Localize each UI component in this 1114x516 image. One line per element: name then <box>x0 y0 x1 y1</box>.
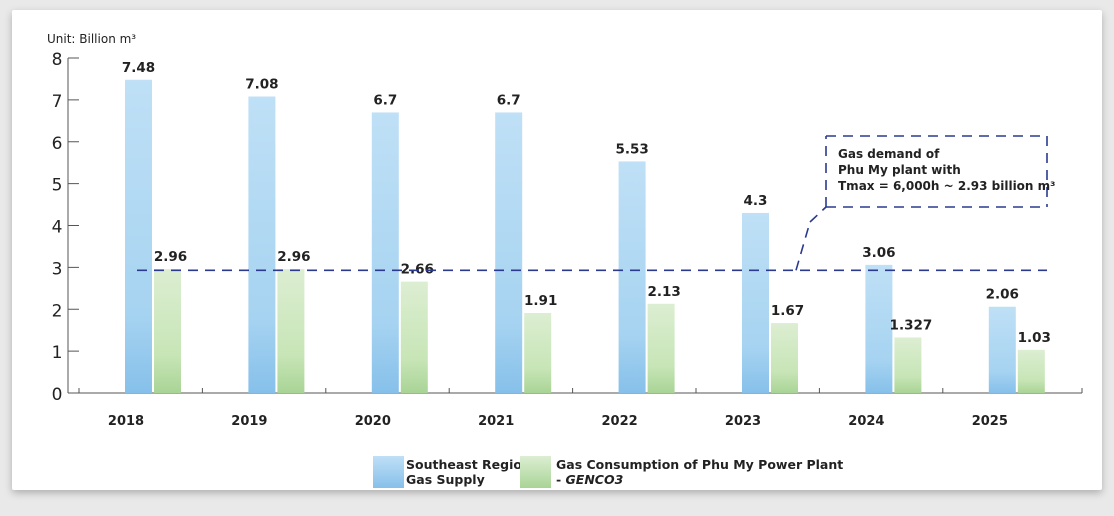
bar-consumption-2022 <box>647 303 675 393</box>
data-label-consumption-2019: 2.96 <box>277 249 310 265</box>
y-tick-label: 8 <box>52 50 63 70</box>
bar-supply-2025 <box>988 306 1016 393</box>
annotation-connector <box>809 206 827 223</box>
data-label-consumption-2021: 1.91 <box>524 293 557 309</box>
bar-consumption-2023 <box>771 323 798 393</box>
y-tick-label: 0 <box>52 385 63 405</box>
y-tick-label: 7 <box>52 92 63 112</box>
legend-label-supply: Southeast Region Gas Supply <box>406 457 531 487</box>
y-tick-label: 1 <box>52 343 63 363</box>
annotation-line: Gas demand of <box>838 147 940 161</box>
legend-consumption-genco: GENCO3 <box>565 472 624 487</box>
y-tick-label: 6 <box>52 134 63 154</box>
x-tick-label: 2025 <box>972 414 1008 429</box>
data-label-supply-2023: 4.3 <box>744 193 768 209</box>
bar-supply-2019 <box>248 96 276 394</box>
data-label-supply-2021: 6.7 <box>497 92 521 108</box>
data-label-consumption-2023: 1.67 <box>771 303 804 319</box>
legend-consumption-line1: Gas Consumption of Phu My Power Plant <box>556 457 844 472</box>
bar-supply-2023 <box>742 212 769 393</box>
x-tick-label: 2022 <box>602 414 638 429</box>
data-label-consumption-2022: 2.13 <box>647 284 680 300</box>
legend-consumption-prefix: - <box>556 472 566 487</box>
data-label-consumption-2024: 1.327 <box>890 317 933 333</box>
y-tick-label: 5 <box>52 176 63 196</box>
data-label-supply-2018: 7.48 <box>122 60 155 76</box>
unit-label: Unit: Billion m³ <box>47 32 137 46</box>
bar-supply-2022 <box>618 161 646 393</box>
x-tick-label: 2019 <box>231 414 267 429</box>
annotation-connector <box>795 221 811 271</box>
data-label-consumption-2018: 2.96 <box>154 249 187 265</box>
legend-supply-line2: Gas Supply <box>406 472 485 487</box>
y-tick-label: 4 <box>52 218 63 238</box>
data-label-supply-2020: 6.7 <box>373 92 397 108</box>
legend-consumption-line2: - GENCO3 <box>556 472 843 487</box>
bar-supply-2018 <box>125 79 152 394</box>
legend-supply-line1: Southeast Region <box>406 457 531 472</box>
chart-card <box>12 10 1102 490</box>
data-label-supply-2019: 7.08 <box>245 77 278 93</box>
legend-swatch-consumption <box>520 456 551 488</box>
bar-supply-2024 <box>865 264 893 393</box>
bar-consumption-2024 <box>894 337 922 393</box>
data-label-consumption-2025: 1.03 <box>1018 330 1051 346</box>
data-label-supply-2022: 5.53 <box>615 141 648 157</box>
bar-consumption-2025 <box>1017 349 1045 393</box>
annotation-line: Tmax = 6,000h ~ 2.93 billion m³ <box>838 179 1055 193</box>
y-tick-label: 2 <box>52 301 63 321</box>
x-tick-label: 2018 <box>108 414 144 429</box>
bar-consumption-2021 <box>524 313 552 393</box>
legend-label-consumption: Gas Consumption of Phu My Power Plant - … <box>556 457 843 487</box>
x-tick-label: 2020 <box>355 414 391 429</box>
bar-consumption-2020 <box>400 281 428 393</box>
x-tick-label: 2021 <box>478 414 514 429</box>
y-tick-label: 3 <box>52 259 63 279</box>
data-label-supply-2025: 2.06 <box>986 287 1019 303</box>
x-tick-label: 2024 <box>848 414 884 429</box>
data-label-supply-2024: 3.06 <box>862 245 895 261</box>
bar-consumption-2018 <box>154 269 181 393</box>
annotation-line: Phu My plant with <box>838 163 961 177</box>
bar-supply-2020 <box>371 112 399 393</box>
bar-consumption-2019 <box>277 269 305 393</box>
legend-swatch-supply <box>373 456 404 488</box>
bar-supply-2021 <box>495 112 523 393</box>
x-tick-label: 2023 <box>725 414 761 429</box>
